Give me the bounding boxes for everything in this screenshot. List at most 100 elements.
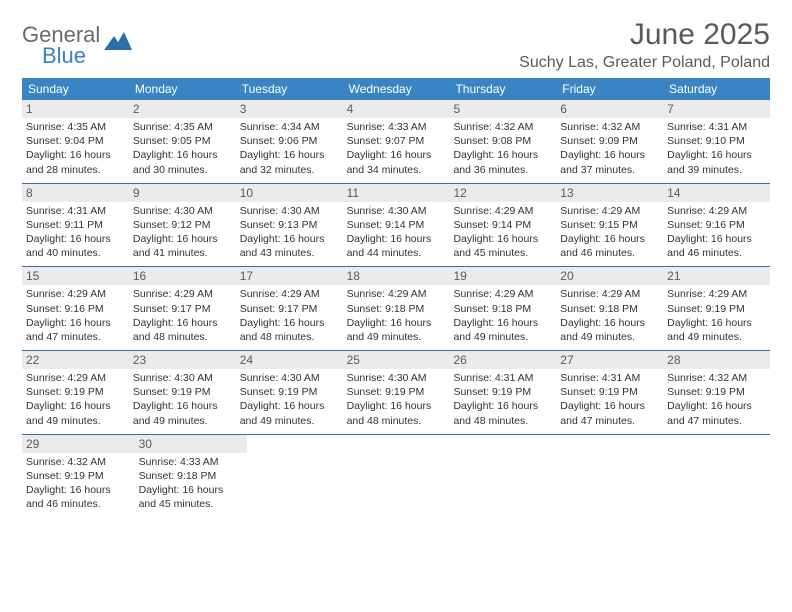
day-sunset-text: Sunset: 9:13 PM <box>240 218 339 232</box>
day-sunset-text: Sunset: 9:19 PM <box>453 385 552 399</box>
calendar-page: General Blue June 2025 Suchy Las, Greate… <box>0 0 792 535</box>
day-sunrise-text: Sunrise: 4:30 AM <box>133 204 232 218</box>
day-day2-text: and 49 minutes. <box>240 414 339 428</box>
day-cell: 27Sunrise: 4:31 AMSunset: 9:19 PMDayligh… <box>556 351 663 434</box>
day-cell: 24Sunrise: 4:30 AMSunset: 9:19 PMDayligh… <box>236 351 343 434</box>
day-sunset-text: Sunset: 9:19 PM <box>133 385 232 399</box>
day-sunrise-text: Sunrise: 4:29 AM <box>347 287 446 301</box>
brand-logo: General Blue <box>22 24 132 67</box>
day-sunrise-text: Sunrise: 4:29 AM <box>26 287 125 301</box>
day-number: 15 <box>22 267 129 285</box>
day-day2-text: and 48 minutes. <box>453 414 552 428</box>
day-sunset-text: Sunset: 9:06 PM <box>240 134 339 148</box>
day-day2-text: and 47 minutes. <box>560 414 659 428</box>
day-sunrise-text: Sunrise: 4:29 AM <box>453 204 552 218</box>
day-sunrise-text: Sunrise: 4:30 AM <box>133 371 232 385</box>
day-cell: 23Sunrise: 4:30 AMSunset: 9:19 PMDayligh… <box>129 351 236 434</box>
day-sunset-text: Sunset: 9:18 PM <box>347 302 446 316</box>
day-number: 7 <box>663 100 770 118</box>
day-sunset-text: Sunset: 9:11 PM <box>26 218 125 232</box>
day-cell: 3Sunrise: 4:34 AMSunset: 9:06 PMDaylight… <box>236 100 343 183</box>
weekday-header-row: SundayMondayTuesdayWednesdayThursdayFrid… <box>22 78 770 100</box>
day-cell: 15Sunrise: 4:29 AMSunset: 9:16 PMDayligh… <box>22 267 129 350</box>
day-number: 5 <box>449 100 556 118</box>
day-day2-text: and 49 minutes. <box>667 330 766 344</box>
day-sunset-text: Sunset: 9:05 PM <box>133 134 232 148</box>
day-day2-text: and 49 minutes. <box>560 330 659 344</box>
day-sunrise-text: Sunrise: 4:29 AM <box>667 204 766 218</box>
day-cell: 11Sunrise: 4:30 AMSunset: 9:14 PMDayligh… <box>343 184 450 267</box>
day-day2-text: and 36 minutes. <box>453 163 552 177</box>
day-sunrise-text: Sunrise: 4:32 AM <box>26 455 131 469</box>
day-day1-text: Daylight: 16 hours <box>26 148 125 162</box>
day-day1-text: Daylight: 16 hours <box>133 232 232 246</box>
day-day2-text: and 41 minutes. <box>133 246 232 260</box>
day-cell: 18Sunrise: 4:29 AMSunset: 9:18 PMDayligh… <box>343 267 450 350</box>
day-day1-text: Daylight: 16 hours <box>240 316 339 330</box>
empty-day-cell <box>247 435 352 518</box>
day-day1-text: Daylight: 16 hours <box>347 232 446 246</box>
weekday-header: Monday <box>129 78 236 100</box>
brand-text: General Blue <box>22 24 100 67</box>
day-cell: 20Sunrise: 4:29 AMSunset: 9:18 PMDayligh… <box>556 267 663 350</box>
day-day1-text: Daylight: 16 hours <box>667 316 766 330</box>
day-day1-text: Daylight: 16 hours <box>133 399 232 413</box>
day-day1-text: Daylight: 16 hours <box>453 232 552 246</box>
day-day2-text: and 47 minutes. <box>667 414 766 428</box>
day-sunrise-text: Sunrise: 4:32 AM <box>667 371 766 385</box>
day-day2-text: and 37 minutes. <box>560 163 659 177</box>
day-sunrise-text: Sunrise: 4:31 AM <box>453 371 552 385</box>
day-number: 20 <box>556 267 663 285</box>
day-sunset-text: Sunset: 9:16 PM <box>667 218 766 232</box>
day-number: 2 <box>129 100 236 118</box>
day-day1-text: Daylight: 16 hours <box>240 148 339 162</box>
day-sunrise-text: Sunrise: 4:30 AM <box>240 204 339 218</box>
day-sunset-text: Sunset: 9:19 PM <box>667 385 766 399</box>
day-sunrise-text: Sunrise: 4:29 AM <box>453 287 552 301</box>
day-day1-text: Daylight: 16 hours <box>560 148 659 162</box>
day-sunrise-text: Sunrise: 4:34 AM <box>240 120 339 134</box>
day-sunrise-text: Sunrise: 4:31 AM <box>26 204 125 218</box>
day-sunset-text: Sunset: 9:18 PM <box>453 302 552 316</box>
day-number: 8 <box>22 184 129 202</box>
day-sunrise-text: Sunrise: 4:32 AM <box>453 120 552 134</box>
day-day2-text: and 49 minutes. <box>347 330 446 344</box>
day-day1-text: Daylight: 16 hours <box>240 399 339 413</box>
day-day2-text: and 49 minutes. <box>26 414 125 428</box>
day-number: 16 <box>129 267 236 285</box>
day-cell: 22Sunrise: 4:29 AMSunset: 9:19 PMDayligh… <box>22 351 129 434</box>
day-sunset-text: Sunset: 9:08 PM <box>453 134 552 148</box>
day-sunset-text: Sunset: 9:17 PM <box>240 302 339 316</box>
day-day2-text: and 40 minutes. <box>26 246 125 260</box>
day-cell: 10Sunrise: 4:30 AMSunset: 9:13 PMDayligh… <box>236 184 343 267</box>
day-day2-text: and 48 minutes. <box>347 414 446 428</box>
day-number: 13 <box>556 184 663 202</box>
day-sunrise-text: Sunrise: 4:33 AM <box>347 120 446 134</box>
day-day2-text: and 48 minutes. <box>240 330 339 344</box>
day-day1-text: Daylight: 16 hours <box>133 148 232 162</box>
day-sunrise-text: Sunrise: 4:31 AM <box>667 120 766 134</box>
day-sunset-text: Sunset: 9:10 PM <box>667 134 766 148</box>
day-day1-text: Daylight: 16 hours <box>26 483 131 497</box>
day-number: 9 <box>129 184 236 202</box>
day-day2-text: and 49 minutes. <box>453 330 552 344</box>
empty-day-cell <box>665 435 770 518</box>
day-sunrise-text: Sunrise: 4:30 AM <box>347 204 446 218</box>
day-sunrise-text: Sunrise: 4:33 AM <box>139 455 244 469</box>
day-sunset-text: Sunset: 9:19 PM <box>26 385 125 399</box>
day-number: 14 <box>663 184 770 202</box>
page-title: June 2025 <box>519 18 770 52</box>
day-day2-text: and 30 minutes. <box>133 163 232 177</box>
week-row: 8 Sunrise: 4:31 AMSunset: 9:11 PM Daylight… <box>22 184 770 268</box>
day-day2-text: and 46 minutes. <box>26 497 131 511</box>
empty-day-cell <box>561 435 666 518</box>
day-day2-text: and 47 minutes. <box>26 330 125 344</box>
day-day2-text: and 45 minutes. <box>139 497 244 511</box>
day-number: 24 <box>236 351 343 369</box>
day-number: 10 <box>236 184 343 202</box>
day-sunset-text: Sunset: 9:09 PM <box>560 134 659 148</box>
day-sunrise-text: Sunrise: 4:30 AM <box>347 371 446 385</box>
day-sunset-text: Sunset: 9:19 PM <box>347 385 446 399</box>
day-cell: 7Sunrise: 4:31 AMSunset: 9:10 PMDaylight… <box>663 100 770 183</box>
day-sunrise-text: Sunrise: 4:29 AM <box>133 287 232 301</box>
